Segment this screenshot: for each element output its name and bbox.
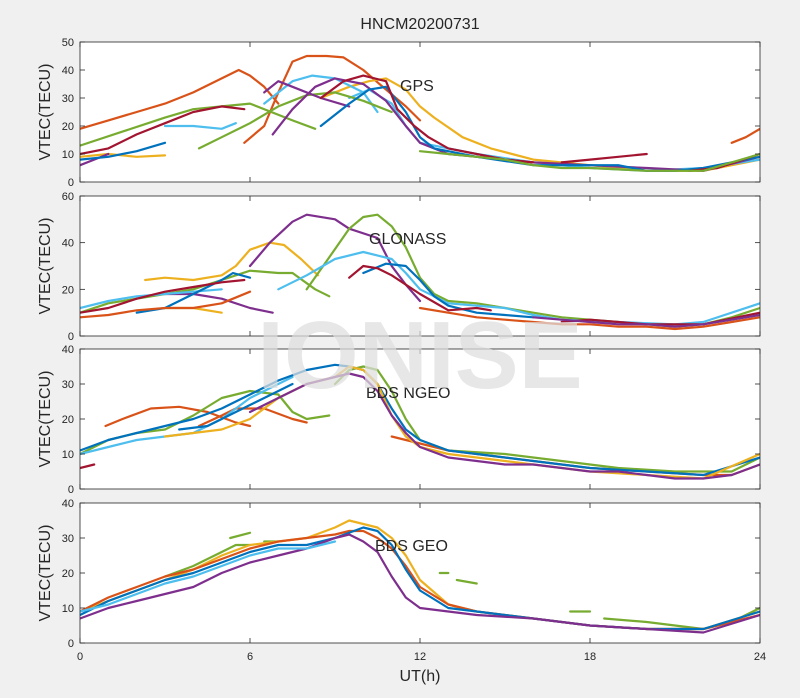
series-line-1	[144, 241, 320, 282]
y-axis-label: VTEC(TECU)	[37, 371, 54, 468]
series-line-10	[80, 152, 110, 167]
figure-title: HNCM20200731	[360, 16, 479, 33]
y-axis-label: VTEC(TECU)	[37, 64, 54, 161]
y-tick-label: 30	[62, 379, 74, 391]
x-tick-label: 0	[77, 651, 83, 663]
panel-bds-geo: 0 10 20 30 40 0 6 12 18 24 VTEC(TECU) BDS GEO	[37, 498, 766, 663]
y-tick-label: 40	[62, 344, 74, 356]
watermark: IONISE	[257, 302, 582, 409]
series-line-12	[80, 540, 337, 613]
series-line-5	[455, 578, 478, 585]
plot-area	[80, 196, 760, 336]
y-tick-label: 30	[62, 533, 74, 545]
x-tick-label: 6	[247, 651, 253, 663]
series-line-10	[362, 262, 535, 319]
y-tick-label: 10	[62, 449, 74, 461]
panel-gps: 0 10 20 30 40 50 VTEC(TECU) GPS	[37, 37, 761, 189]
series-line-17	[560, 152, 648, 164]
series-line-1	[163, 543, 252, 578]
y-axis-label: VTEC(TECU)	[37, 525, 54, 622]
x-tick-label: 18	[584, 651, 596, 663]
series-line-5	[163, 122, 237, 130]
x-tick-label: 24	[754, 651, 766, 663]
series-line-19	[730, 127, 760, 144]
y-axis-label: VTEC(TECU)	[37, 218, 54, 315]
series-line-13	[80, 141, 167, 161]
panel-glonass: 0 20 40 60 VTEC(TECU) GLONASS	[37, 191, 761, 343]
series-line-20	[418, 150, 760, 172]
panel-label: BDS NGEO	[366, 385, 450, 402]
y-tick-label: 50	[62, 37, 74, 49]
y-tick-label: 40	[62, 65, 74, 77]
series-line-12	[418, 306, 760, 331]
y-tick-label: 0	[68, 638, 74, 650]
y-tick-label: 40	[62, 238, 74, 250]
y-tick-label: 20	[62, 568, 74, 580]
series-line-14	[348, 264, 492, 312]
panel-bds-ngeo: 0 10 20 30 40 VTEC(TECU) BDS NGEO	[37, 344, 761, 496]
series-line-16	[319, 74, 535, 164]
y-tick-label: 60	[62, 191, 74, 203]
series-line-11	[80, 463, 96, 470]
panel-label: GPS	[400, 78, 434, 95]
y-tick-label: 30	[62, 93, 74, 105]
x-tick-label: 12	[414, 651, 426, 663]
series-line-15	[80, 105, 246, 156]
series-group	[80, 363, 760, 480]
series-group	[80, 54, 760, 172]
series-line-2	[197, 407, 308, 428]
y-tick-label: 0	[68, 484, 74, 496]
x-axis-label: UT(h)	[400, 668, 441, 685]
y-tick-label: 40	[62, 498, 74, 510]
y-tick-label: 0	[68, 177, 74, 189]
series-line-11	[80, 533, 760, 634]
series-line-4	[163, 292, 274, 314]
series-line-8	[178, 382, 294, 431]
y-tick-label: 10	[62, 149, 74, 161]
series-line-3	[248, 213, 422, 303]
series-line-9	[197, 91, 393, 150]
series-line-13	[80, 278, 246, 314]
series-line-11	[263, 80, 351, 108]
y-tick-label: 20	[62, 121, 74, 133]
series-line-11	[80, 290, 252, 319]
y-tick-label: 20	[62, 414, 74, 426]
series-line-1	[104, 405, 252, 428]
series-group	[80, 519, 760, 634]
series-line-3	[80, 152, 167, 158]
y-tick-label: 10	[62, 603, 74, 615]
series-line-1	[80, 68, 280, 130]
series-group	[80, 213, 760, 331]
series-line-2	[229, 531, 252, 540]
series-line-16	[532, 313, 760, 328]
series-line-10	[248, 372, 760, 480]
panel-label: GLONASS	[369, 231, 446, 248]
panel-label: BDS GEO	[375, 538, 448, 555]
y-tick-label: 0	[68, 331, 74, 343]
y-tick-label: 20	[62, 284, 74, 296]
